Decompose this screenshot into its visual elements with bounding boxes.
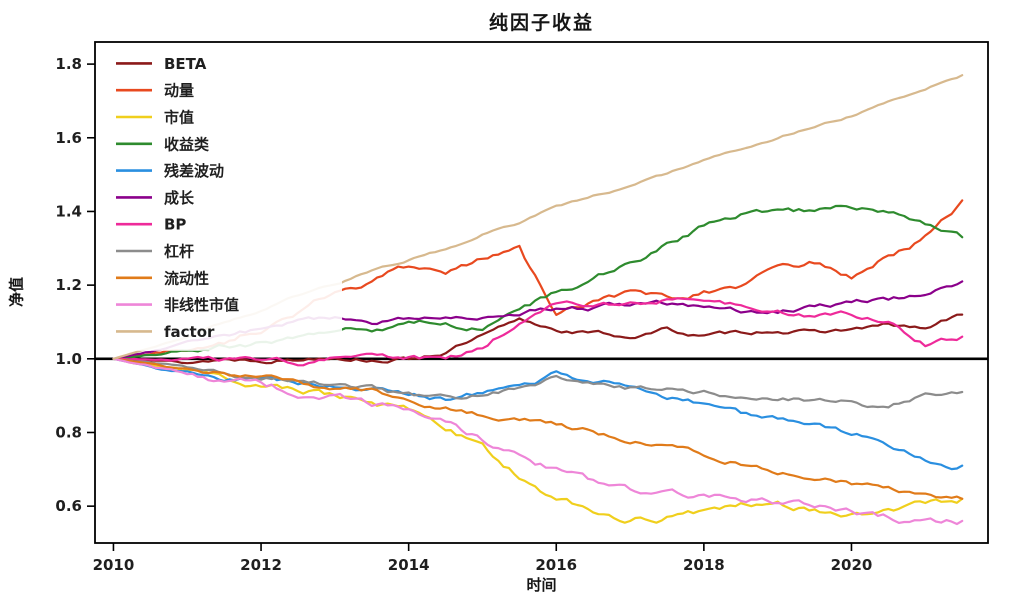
x-tick-label: 2014 [388, 556, 430, 574]
y-tick-label: 1.6 [55, 129, 82, 147]
y-tick-label: 1.0 [55, 350, 82, 368]
series-line-7 [112, 357, 964, 409]
x-axis-label: 时间 [526, 576, 557, 594]
legend-label: 非线性市值 [164, 296, 239, 314]
legend-label: 动量 [164, 82, 194, 100]
series-line-2 [112, 357, 964, 524]
legend-label: 市值 [164, 109, 194, 127]
series-line-9 [112, 357, 964, 526]
x-tick-label: 2012 [240, 556, 282, 574]
series-line-8 [112, 357, 964, 500]
y-tick-label: 1.2 [55, 276, 82, 294]
y-tick-label: 1.4 [55, 202, 82, 220]
series-line-6 [112, 297, 964, 367]
legend-label: 成长 [164, 189, 195, 207]
y-tick-label: 0.6 [55, 497, 82, 515]
chart-title: 纯因子收益 [488, 12, 594, 34]
x-tick-label: 2020 [831, 556, 873, 574]
legend-label: 收益类 [164, 135, 210, 153]
series-line-0 [112, 313, 964, 365]
legend-label: 流动性 [164, 269, 209, 287]
legend-label: 杠杆 [164, 243, 194, 261]
legend-label: 残差波动 [164, 162, 224, 180]
legend-label: BETA [164, 55, 207, 73]
x-tick-label: 2010 [93, 556, 135, 574]
y-tick-label: 1.8 [55, 55, 82, 73]
legend-label: factor [164, 323, 215, 341]
legend-label: BP [164, 216, 186, 234]
y-tick-label: 0.8 [55, 423, 82, 441]
plot-frame [94, 41, 989, 544]
x-tick-label: 2016 [535, 556, 577, 574]
x-tick-label: 2018 [683, 556, 725, 574]
